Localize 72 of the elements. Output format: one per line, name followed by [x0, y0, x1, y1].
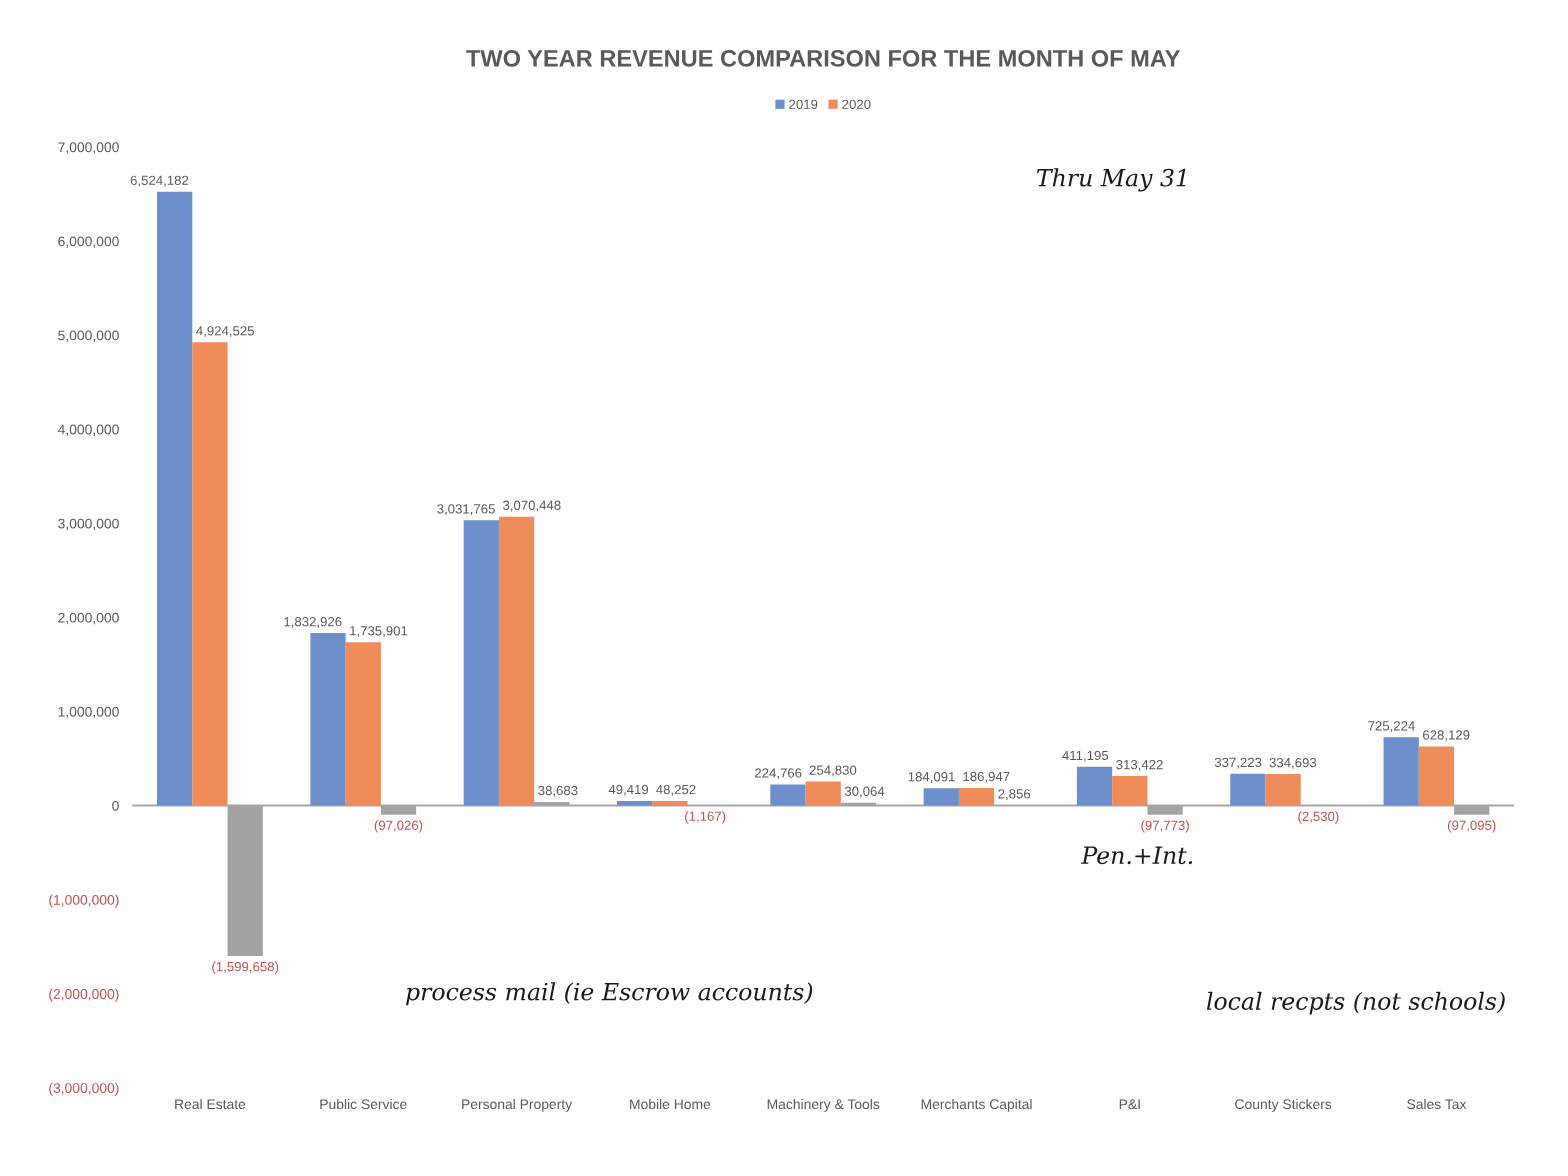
bar [157, 191, 193, 806]
data-label: 3,070,448 [502, 500, 561, 512]
x-tick-label: Merchants Capital [921, 1098, 1032, 1112]
data-label: 30,064 [844, 786, 885, 798]
data-label: (1,167) [685, 811, 726, 824]
y-tick-label: 3,000,000 [58, 518, 119, 531]
data-label: 2,856 [998, 789, 1031, 801]
data-label: (1,599,658) [212, 961, 279, 974]
bar [1383, 737, 1419, 806]
legend-label: 2019 [789, 99, 818, 109]
annotation: Pen.+Int. [1081, 846, 1193, 865]
x-tick-label: County Stickers [1235, 1098, 1332, 1112]
data-label: 48,252 [656, 784, 696, 796]
data-label: 334,693 [1269, 757, 1317, 769]
annotation: process mail (ie Escrow accounts) [406, 982, 813, 1006]
data-label: 224,766 [755, 768, 802, 780]
data-label: (97,026) [374, 820, 423, 833]
bar [805, 781, 841, 806]
data-label: 186,947 [963, 771, 1010, 783]
bar [1112, 776, 1148, 806]
bar [192, 342, 228, 806]
data-label: 337,223 [1214, 757, 1262, 769]
bar [463, 520, 499, 806]
x-tick-label: Machinery & Tools [767, 1098, 880, 1112]
y-tick-label: 5,000,000 [58, 330, 119, 342]
x-tick-label: Public Service [320, 1098, 407, 1110]
bar [923, 788, 959, 806]
y-tick-label: 6,000,000 [58, 236, 119, 248]
x-tick-label: Personal Property [462, 1098, 573, 1112]
bar [345, 642, 381, 806]
y-tick-label: (3,000,000) [49, 1082, 119, 1096]
y-tick-label: (1,000,000) [49, 894, 119, 908]
y-tick-label: 0 [112, 800, 119, 811]
data-label: 725,224 [1368, 721, 1415, 733]
bar [652, 801, 688, 806]
legend-label: 2020 [842, 99, 871, 109]
bar [616, 800, 653, 806]
bar [1418, 746, 1455, 806]
y-tick-label: 2,000,000 [58, 612, 119, 625]
data-label: 6,524,182 [130, 175, 189, 187]
y-tick-label: (2,000,000) [49, 988, 119, 1002]
bar [1230, 773, 1266, 806]
bar [1076, 766, 1113, 806]
y-tick-label: 1,000,000 [58, 706, 119, 719]
bar [498, 516, 535, 806]
y-tick-label: 4,000,000 [57, 424, 119, 437]
data-label: 49,419 [608, 784, 649, 796]
data-label: 411,195 [1062, 750, 1109, 762]
data-label: 254,830 [809, 765, 857, 777]
bar [770, 784, 806, 806]
chart-title: TWO YEAR REVENUE COMPARISON FOR THE MONTH OF MAY [466, 49, 1181, 67]
annotation: local recpts (not schools) [1206, 991, 1505, 1015]
y-tick-label: 7,000,000 [58, 142, 119, 154]
x-tick-label: Mobile Home [630, 1098, 711, 1110]
data-label: 184,091 [908, 772, 955, 784]
data-label: 1,735,901 [350, 626, 408, 638]
x-tick-label: Real Estate [175, 1098, 246, 1110]
data-label: 4,924,525 [196, 326, 254, 338]
data-label: 628,129 [1423, 730, 1470, 742]
data-label: (2,530) [1298, 811, 1339, 824]
x-tick-label: P&I [1119, 1099, 1140, 1110]
data-label: 313,422 [1116, 759, 1163, 771]
bar [958, 787, 995, 806]
data-label: (97,095) [1447, 820, 1496, 833]
data-label: 3,031,765 [437, 504, 495, 516]
annotation: Thru May 31 [1037, 168, 1186, 192]
data-label: 1,832,926 [284, 617, 342, 628]
bar [1265, 774, 1301, 806]
data-label: (97,773) [1141, 820, 1189, 833]
data-label: 38,683 [538, 785, 578, 797]
bar [310, 633, 346, 806]
x-tick-label: Sales Tax [1407, 1098, 1467, 1110]
